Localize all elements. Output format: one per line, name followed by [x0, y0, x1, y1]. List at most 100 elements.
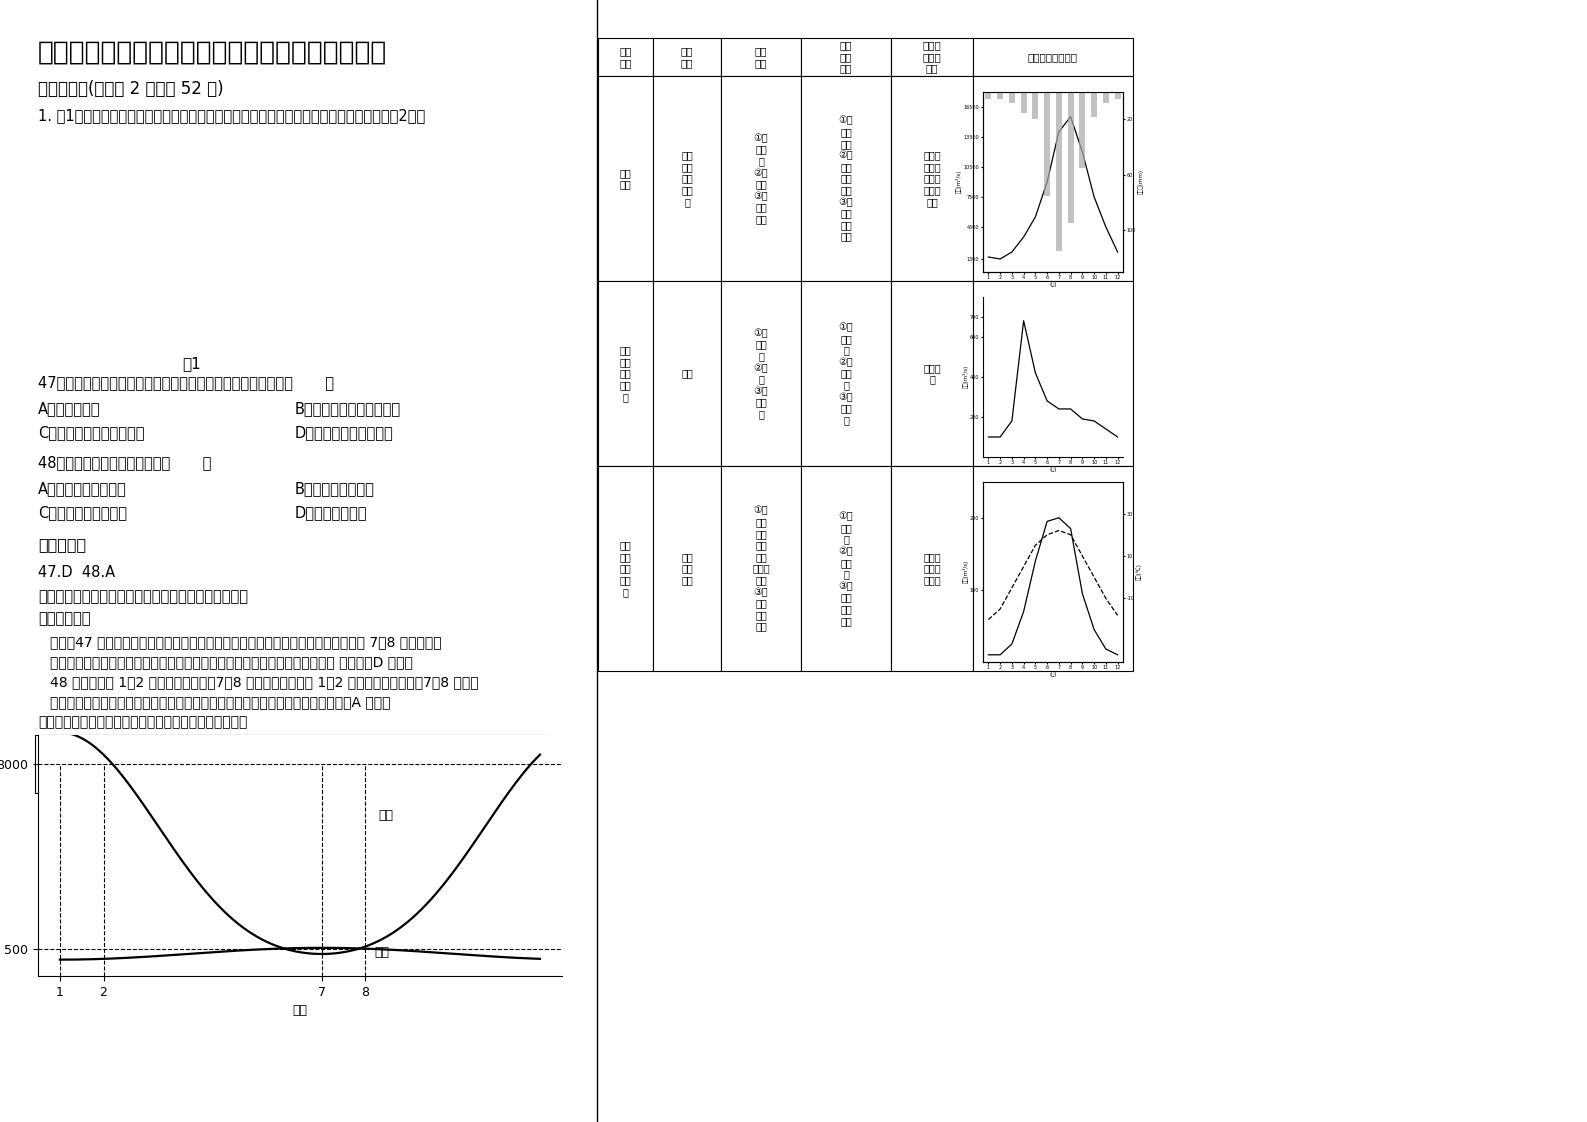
Text: 径流量的季节变化: 径流量的季节变化: [1028, 52, 1078, 62]
FancyBboxPatch shape: [720, 76, 801, 280]
Bar: [1068, 92, 1073, 223]
FancyBboxPatch shape: [720, 38, 801, 76]
Text: 1. 图1是北半球某条河流上游水文站和下游水文站测得的径流量随季节变化曲线，读图回答2题。: 1. 图1是北半球某条河流上游水文站和下游水文站测得的径流量随季节变化曲线，读图…: [38, 108, 425, 123]
Text: 47．从图中可以看出河流上游和下游的水源最主要补给分别是（       ）: 47．从图中可以看出河流上游和下游的水源最主要补给分别是（ ）: [38, 375, 333, 390]
Text: ①时
间集
中
②不
连续
③水
量变
化大: ①时 间集 中 ②不 连续 ③水 量变 化大: [754, 132, 768, 224]
Y-axis label: 气温(℃): 气温(℃): [1136, 563, 1143, 580]
Text: 普遍，
尤以东
部季风
区最为
典型: 普遍， 尤以东 部季风 区最为 典型: [924, 150, 941, 206]
Text: 一、选择题(每小题 2 分，共 52 分): 一、选择题(每小题 2 分，共 52 分): [38, 80, 224, 98]
Text: B．湖泊水、高山冰川融水: B．湖泊水、高山冰川融水: [295, 401, 402, 416]
Bar: [1009, 92, 1014, 103]
Text: 西北和
青藏高
原地区: 西北和 青藏高 原地区: [924, 552, 941, 585]
Text: A．雨水、雨水: A．雨水、雨水: [38, 401, 100, 416]
Text: 补给
特点: 补给 特点: [755, 46, 767, 67]
Text: 我国主
要分布
地区: 我国主 要分布 地区: [338, 743, 359, 785]
Bar: [1055, 92, 1062, 251]
Bar: [1020, 92, 1027, 112]
Text: ①有
时间
性
②连
续
③水
量稳
定: ①有 时间 性 ②连 续 ③水 量稳 定: [754, 328, 768, 420]
Text: 水少，属于典型的冬雨型，气候类型为地中海气候，植被带为亚热带常绿硬叶林，A 正确。: 水少，属于典型的冬雨型，气候类型为地中海气候，植被带为亚热带常绿硬叶林，A 正确…: [51, 695, 390, 709]
Text: 【答案解析】: 【答案解析】: [38, 611, 90, 626]
Text: 下游: 下游: [379, 809, 394, 821]
Text: 一般
以夏
秋两
季为
主: 一般 以夏 秋两 季为 主: [681, 150, 694, 206]
Text: A．亚热带常绿硬叶林: A．亚热带常绿硬叶林: [38, 481, 127, 496]
FancyBboxPatch shape: [652, 38, 720, 76]
Text: ①降
水的
多少
②降
水的
季节
分配
③降
水的
年际
变化: ①降 水的 多少 ②降 水的 季节 分配 ③降 水的 年际 变化: [838, 116, 854, 241]
FancyBboxPatch shape: [390, 735, 546, 793]
FancyBboxPatch shape: [598, 466, 652, 671]
Y-axis label: 降雨量(mm): 降雨量(mm): [1138, 169, 1143, 194]
Text: 补给类型为高山冰雪融水；下游水量大，而且数量变化整体大，故而补给类型 为雨水，D 正确。: 补给类型为高山冰雪融水；下游水量大，而且数量变化整体大，故而补给类型 为雨水，D…: [51, 655, 413, 669]
Text: 我国主
要分布
地区: 我国主 要分布 地区: [922, 40, 941, 74]
FancyBboxPatch shape: [973, 76, 1133, 280]
FancyBboxPatch shape: [801, 280, 890, 466]
Bar: [1103, 92, 1109, 103]
Text: D．高山冰川融水、雨水: D．高山冰川融水、雨水: [295, 425, 394, 440]
Text: 47.D  48.A: 47.D 48.A: [38, 565, 116, 580]
Text: 春季: 春季: [681, 368, 694, 378]
Bar: [1044, 92, 1051, 195]
Text: 补给
类型: 补给 类型: [619, 46, 632, 67]
Text: 主要
影响
因素: 主要 影响 因素: [840, 40, 852, 74]
Text: 补给
类型: 补给 类型: [59, 749, 71, 778]
X-axis label: (月): (月): [1049, 672, 1057, 678]
FancyBboxPatch shape: [652, 466, 720, 671]
Text: 季节
性积
雪融
水补
给: 季节 性积 雪融 水补 给: [619, 346, 632, 402]
FancyBboxPatch shape: [801, 76, 890, 280]
FancyBboxPatch shape: [890, 466, 973, 671]
FancyBboxPatch shape: [890, 76, 973, 280]
Bar: [997, 92, 1003, 99]
FancyBboxPatch shape: [652, 76, 720, 280]
Text: 永久
积雪
和冰
川融
水: 永久 积雪 和冰 川融 水: [619, 541, 632, 597]
Text: 补给
季节: 补给 季节: [117, 749, 132, 778]
FancyBboxPatch shape: [720, 280, 801, 466]
Text: 东北地
区: 东北地 区: [924, 362, 941, 385]
Text: 上游: 上游: [375, 947, 389, 959]
X-axis label: (月): (月): [1049, 282, 1057, 287]
FancyBboxPatch shape: [973, 280, 1133, 466]
X-axis label: (月): (月): [1049, 467, 1057, 472]
Text: C．亚热带常绿阔叶林: C．亚热带常绿阔叶林: [38, 505, 127, 519]
Text: 48 题，该河流 1、2 月份河流流量大，7、8 月份流量小，说明 1、2 月份该流域降水多，7、8 月份降: 48 题，该河流 1、2 月份河流流量大，7、8 月份流量小，说明 1、2 月份…: [51, 675, 479, 689]
Text: C．季节性积雪融水、雨水: C．季节性积雪融水、雨水: [38, 425, 144, 440]
FancyBboxPatch shape: [801, 466, 890, 671]
FancyBboxPatch shape: [598, 280, 652, 466]
FancyBboxPatch shape: [598, 76, 652, 280]
Text: D．亚寒带针叶林: D．亚寒带针叶林: [295, 505, 368, 519]
Y-axis label: 流量(m³/s): 流量(m³/s): [962, 560, 968, 583]
Bar: [1079, 92, 1086, 168]
FancyBboxPatch shape: [95, 735, 152, 793]
Text: ①有
时间
性有
明显
的季
节、日
变化
③积
雪和
冰川
储量: ①有 时间 性有 明显 的季 节、日 变化 ③积 雪和 冰川 储量: [752, 506, 770, 632]
FancyBboxPatch shape: [652, 280, 720, 466]
Text: ①太
阳辐
射
②气
温变
化
③积
雪和
冰川
储量: ①太 阳辐 射 ②气 温变 化 ③积 雪和 冰川 储量: [838, 512, 854, 626]
FancyBboxPatch shape: [221, 735, 306, 793]
Text: 【知识点】本题考查河流补给类型及植被带类型判断。: 【知识点】本题考查河流补给类型及植被带类型判断。: [38, 589, 248, 604]
Text: 主要
有在
夏季: 主要 有在 夏季: [681, 552, 694, 585]
Text: 图1: 图1: [183, 356, 202, 371]
FancyBboxPatch shape: [973, 38, 1133, 76]
Bar: [1092, 92, 1097, 117]
Text: 径流量的季节变化: 径流量的季节变化: [441, 757, 497, 771]
FancyBboxPatch shape: [35, 735, 95, 793]
Text: 主要
影响
因素: 主要 影响 因素: [257, 743, 270, 785]
Text: 补给
季节: 补给 季节: [681, 46, 694, 67]
FancyBboxPatch shape: [598, 38, 652, 76]
FancyBboxPatch shape: [720, 466, 801, 671]
Text: 补给
特点: 补给 特点: [179, 749, 194, 778]
Bar: [1033, 92, 1038, 119]
Text: 参考答案：: 参考答案：: [38, 537, 86, 552]
Y-axis label: 流量(m³/s): 流量(m³/s): [955, 171, 962, 193]
FancyBboxPatch shape: [890, 38, 973, 76]
Text: ①气
温高
低
②积
雪多
少
③地
形状
况: ①气 温高 低 ②积 雪多 少 ③地 形状 况: [838, 322, 854, 425]
Text: B．温带落叶阔叶林: B．温带落叶阔叶林: [295, 481, 375, 496]
FancyBboxPatch shape: [973, 466, 1133, 671]
Text: 雨水
补给: 雨水 补给: [619, 167, 632, 190]
FancyBboxPatch shape: [306, 735, 390, 793]
FancyBboxPatch shape: [152, 735, 221, 793]
FancyBboxPatch shape: [801, 38, 890, 76]
Text: 四川省攀枝花市菁河中学高三地理期末试题含解析: 四川省攀枝花市菁河中学高三地理期末试题含解析: [38, 40, 387, 66]
X-axis label: 月份: 月份: [292, 1004, 308, 1018]
Text: 【思路点拨】本题对图的解读能力要求较高，难度中等。: 【思路点拨】本题对图的解读能力要求较高，难度中等。: [38, 715, 248, 729]
FancyBboxPatch shape: [890, 280, 973, 466]
Text: 48．该河流沿岸植被很可能是（       ）: 48．该河流沿岸植被很可能是（ ）: [38, 456, 211, 470]
Text: 解析：47 题，该河流上游水量较小，而且数量变化整体不大，最大值在气温最高的 7、8 月份，故而: 解析：47 题，该河流上游水量较小，而且数量变化整体不大，最大值在气温最高的 7…: [51, 635, 441, 649]
